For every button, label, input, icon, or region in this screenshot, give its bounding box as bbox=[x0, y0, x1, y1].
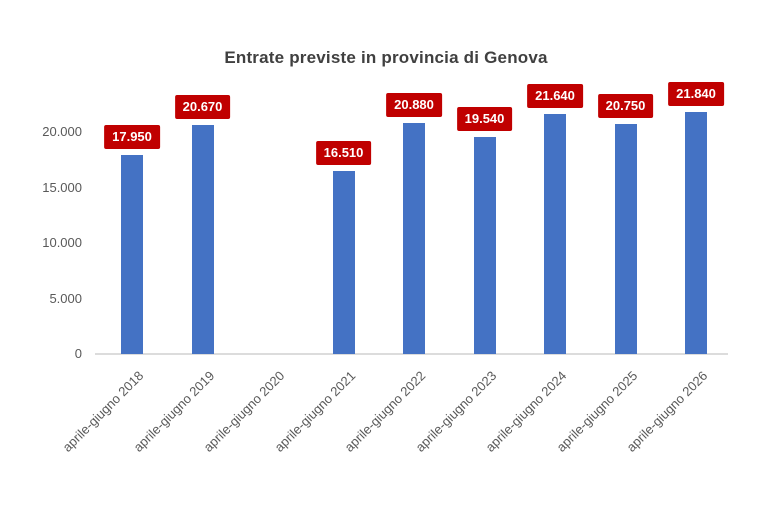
y-axis-tick-label: 0 bbox=[74, 346, 82, 361]
data-label: 20.670 bbox=[174, 94, 231, 119]
y-axis-tick-label: 15.000 bbox=[42, 179, 82, 195]
bar bbox=[121, 155, 143, 354]
data-label: 16.510 bbox=[315, 141, 372, 166]
bar bbox=[191, 124, 214, 354]
bar bbox=[685, 112, 707, 354]
y-axis-tick-label: 10.000 bbox=[42, 235, 82, 251]
data-label: 20.880 bbox=[386, 92, 442, 117]
bar bbox=[332, 171, 355, 354]
bar bbox=[544, 114, 566, 354]
bar bbox=[473, 137, 496, 354]
bar bbox=[614, 124, 637, 354]
data-label: 19.540 bbox=[456, 107, 513, 132]
data-label: 21.840 bbox=[668, 82, 724, 106]
data-label: 20.750 bbox=[597, 94, 654, 119]
y-axis-tick-label: 20.000 bbox=[42, 124, 82, 140]
bar bbox=[403, 122, 425, 354]
data-label: 21.640 bbox=[527, 84, 583, 109]
chart-title: Entrate previste in provincia di Genova bbox=[224, 48, 548, 67]
y-axis-tick-label: 5.000 bbox=[49, 290, 82, 306]
data-label: 17.950 bbox=[104, 125, 160, 150]
x-axis-line bbox=[95, 353, 728, 355]
